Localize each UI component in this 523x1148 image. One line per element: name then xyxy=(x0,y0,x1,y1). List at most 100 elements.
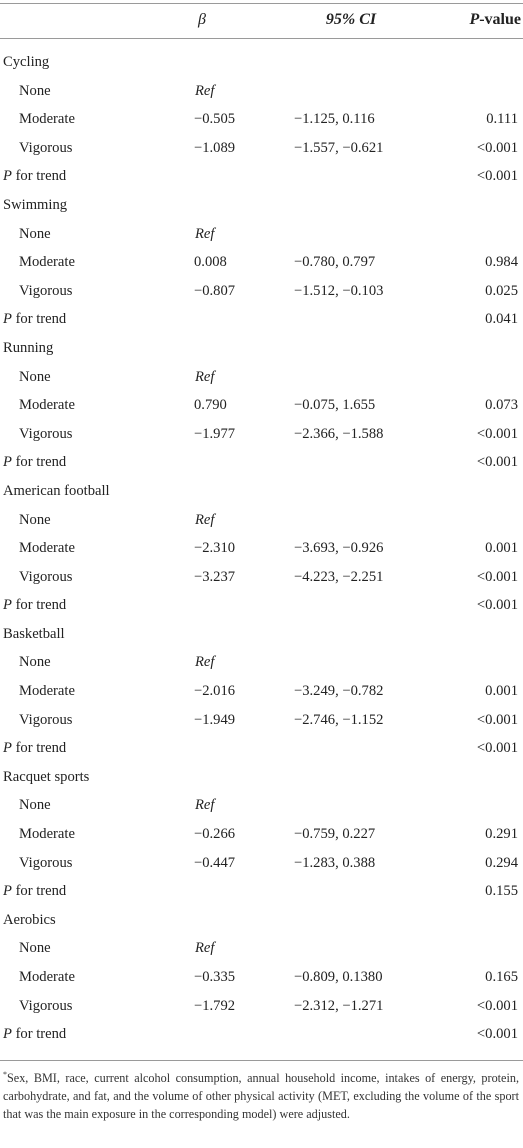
section-row: Running xyxy=(0,334,523,363)
beta-value: −0.266 xyxy=(194,826,236,843)
ci-value: −2.366, −1.588 xyxy=(294,425,384,442)
section-row: Aerobics xyxy=(0,906,523,935)
p-value: 0.025 xyxy=(485,282,518,299)
level-label: Moderate xyxy=(19,540,75,557)
trend-label: P for trend xyxy=(3,1020,66,1049)
table-row: None Ref xyxy=(0,506,523,535)
ci-value: −2.312, −1.271 xyxy=(294,997,384,1014)
footnote-text: Sex, BMI, race, current alcohol consumpt… xyxy=(3,1071,519,1122)
beta-value: Ref xyxy=(195,797,215,814)
table-row: Moderate −0.505 −1.125, 0.116 0.111 xyxy=(0,105,523,134)
level-label: Vigorous xyxy=(19,139,73,156)
ci-value: −3.693, −0.926 xyxy=(294,540,384,557)
table-row: None Ref xyxy=(0,934,523,963)
level-label: Vigorous xyxy=(19,282,73,299)
table-row: Moderate −0.266 −0.759, 0.227 0.291 xyxy=(0,820,523,849)
table-bottom-rule xyxy=(0,1060,523,1061)
trend-p-value: <0.001 xyxy=(476,1026,518,1043)
trend-label: P for trend xyxy=(3,734,66,763)
level-label: Vigorous xyxy=(19,425,73,442)
trend-p-value: <0.001 xyxy=(476,740,518,757)
p-value: <0.001 xyxy=(476,425,518,442)
trend-row: P for trend <0.001 xyxy=(0,162,523,191)
level-label: None xyxy=(19,82,51,99)
section-row: Cycling xyxy=(0,48,523,77)
p-value: 0.294 xyxy=(485,854,518,871)
table-row: None Ref xyxy=(0,363,523,392)
ci-value: −0.780, 0.797 xyxy=(294,254,376,271)
p-value: <0.001 xyxy=(476,568,518,585)
level-label: Vigorous xyxy=(19,711,73,728)
table-body: Cycling None Ref Moderate −0.505 −1.125, 0.11… xyxy=(0,48,523,1049)
table-row: Vigorous −0.807 −1.512, −0.103 0.025 xyxy=(0,277,523,306)
footnote-marker: * xyxy=(3,1070,7,1079)
ci-value: −4.223, −2.251 xyxy=(294,568,384,585)
trend-label-suffix: for trend xyxy=(11,1026,67,1043)
trend-label: P for trend xyxy=(3,305,66,334)
table-row: Vigorous −3.237 −4.223, −2.251 <0.001 xyxy=(0,563,523,592)
section-label: Swimming xyxy=(3,196,68,213)
trend-row: P for trend <0.001 xyxy=(0,734,523,763)
trend-label: P for trend xyxy=(3,591,66,620)
level-label: None xyxy=(19,225,51,242)
p-value: 0.291 xyxy=(485,826,518,843)
trend-label-prefix: P xyxy=(3,454,12,471)
trend-p-value: 0.155 xyxy=(485,883,518,900)
section-label: Running xyxy=(3,339,54,356)
trend-p-value: <0.001 xyxy=(476,168,518,185)
trend-label-suffix: for trend xyxy=(11,740,67,757)
beta-value: −2.016 xyxy=(194,683,236,700)
trend-label: P for trend xyxy=(3,877,66,906)
level-label: Moderate xyxy=(19,397,75,414)
section-label: Cycling xyxy=(3,54,50,70)
section-label: Racquet sports xyxy=(3,768,90,785)
table-row: Moderate 0.790 −0.075, 1.655 0.073 xyxy=(0,391,523,420)
p-value: <0.001 xyxy=(476,139,518,156)
table-top-rule xyxy=(0,3,523,4)
level-label: Moderate xyxy=(19,111,75,128)
section-label: American football xyxy=(3,482,110,499)
beta-value: 0.008 xyxy=(194,254,227,271)
p-value: <0.001 xyxy=(476,997,518,1014)
p-value: 0.001 xyxy=(485,540,518,557)
beta-value: Ref xyxy=(195,82,215,99)
section-row: Swimming xyxy=(0,191,523,220)
trend-row: P for trend <0.001 xyxy=(0,591,523,620)
ci-value: −1.283, 0.388 xyxy=(294,854,376,871)
p-value: 0.984 xyxy=(485,254,518,271)
trend-label-suffix: for trend xyxy=(11,454,67,471)
header-p-prefix: P xyxy=(469,11,480,28)
ci-value: −2.746, −1.152 xyxy=(294,711,384,728)
section-row: Basketball xyxy=(0,620,523,649)
p-value: 0.165 xyxy=(485,969,518,985)
trend-label: P for trend xyxy=(3,162,66,191)
trend-label-prefix: P xyxy=(3,597,12,614)
ci-value: −1.557, −0.621 xyxy=(294,139,384,156)
table-row: Vigorous −1.949 −2.746, −1.152 <0.001 xyxy=(0,706,523,735)
beta-value: Ref xyxy=(195,511,215,528)
table-row: Vigorous −1.089 −1.557, −0.621 <0.001 xyxy=(0,134,523,163)
p-value: <0.001 xyxy=(476,711,518,728)
table-row: Moderate −0.335 −0.809, 0.1380 0.165 xyxy=(0,963,523,992)
table-row: None Ref xyxy=(0,791,523,820)
table-row: Vigorous −1.977 −2.366, −1.588 <0.001 xyxy=(0,420,523,449)
table-row: None Ref xyxy=(0,648,523,677)
beta-value: −1.977 xyxy=(194,425,236,442)
level-label: Vigorous xyxy=(19,568,73,585)
table-row: None Ref xyxy=(0,220,523,249)
p-value: 0.001 xyxy=(485,683,518,700)
level-label: Moderate xyxy=(19,826,75,843)
level-label: Moderate xyxy=(19,254,75,271)
beta-value: Ref xyxy=(195,654,215,671)
header-ci: 95% CI xyxy=(325,11,377,28)
table-header-rule xyxy=(0,38,523,39)
beta-value: 0.790 xyxy=(194,397,227,414)
trend-label-prefix: P xyxy=(3,168,12,185)
beta-value: −1.089 xyxy=(194,139,236,156)
level-label: Vigorous xyxy=(19,997,73,1014)
header-p-suffix: -value xyxy=(479,11,521,28)
ci-value: −0.075, 1.655 xyxy=(294,397,376,414)
ci-value: −3.249, −0.782 xyxy=(294,683,384,700)
trend-label: P for trend xyxy=(3,448,66,477)
section-row: American football xyxy=(0,477,523,506)
